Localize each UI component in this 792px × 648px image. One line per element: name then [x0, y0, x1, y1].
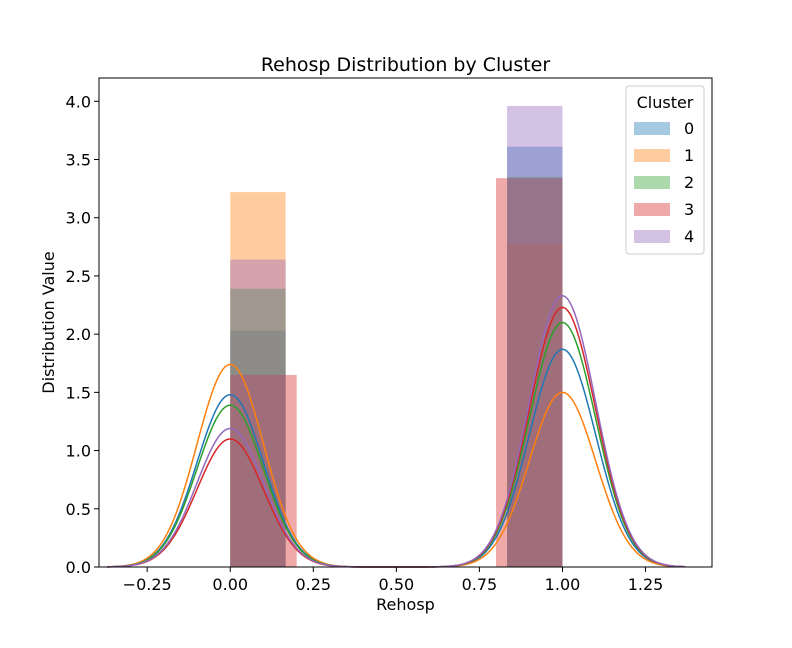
legend-label-cluster-3: 3 [684, 200, 694, 219]
legend-label-cluster-0: 0 [684, 119, 694, 138]
legend-label-cluster-2: 2 [684, 173, 694, 192]
y-tick-label: 3.5 [66, 151, 91, 170]
x-tick-label: −0.25 [123, 575, 172, 594]
bar-cluster-2-0 [230, 288, 286, 567]
legend-swatch-cluster-3 [634, 203, 670, 216]
x-axis-label: Rehosp [376, 595, 435, 614]
y-axis: 0.0 0.5 1.0 1.5 2.0 2.5 3.0 3.5 4.0 [66, 92, 99, 577]
legend-label-cluster-4: 4 [684, 227, 694, 246]
x-tick-label: 0.50 [379, 575, 415, 594]
x-tick-label: 1.00 [545, 575, 581, 594]
x-tick-label: 0.25 [295, 575, 331, 594]
x-tick-label: 0.00 [212, 575, 248, 594]
y-axis-label: Distribution Value [39, 251, 58, 393]
y-tick-label: 3.0 [66, 209, 91, 228]
x-axis: −0.25 0.00 0.25 0.50 0.75 1.00 1.25 [123, 567, 664, 594]
legend-swatch-cluster-2 [634, 176, 670, 189]
y-tick-label: 0.0 [66, 558, 91, 577]
legend-swatch-cluster-0 [634, 122, 670, 135]
legend: Cluster 0 1 2 3 4 [625, 85, 705, 255]
y-tick-label: 4.0 [66, 92, 91, 111]
legend-items: 0 1 2 3 4 [634, 119, 694, 246]
y-tick-label: 1.5 [66, 383, 91, 402]
legend-swatch-cluster-1 [634, 149, 670, 162]
bars-layer [230, 105, 563, 568]
chart-title: Rehosp Distribution by Cluster [261, 54, 551, 76]
axes-frame [98, 77, 713, 568]
bar-cluster-4-1 [507, 105, 563, 567]
y-tick-label: 1.0 [66, 442, 91, 461]
y-tick-label: 0.5 [66, 500, 91, 519]
legend-swatch-cluster-4 [634, 230, 670, 243]
bar-cluster-0-0 [230, 330, 286, 567]
y-tick-label: 2.0 [66, 325, 91, 344]
x-tick-label: 1.25 [628, 575, 664, 594]
legend-label-cluster-1: 1 [684, 146, 694, 165]
bar-cluster-1-1 [507, 243, 563, 568]
x-tick-label: 0.75 [462, 575, 498, 594]
legend-box [625, 85, 705, 255]
y-tick-label: 2.5 [66, 267, 91, 286]
legend-title: Cluster [637, 93, 694, 112]
